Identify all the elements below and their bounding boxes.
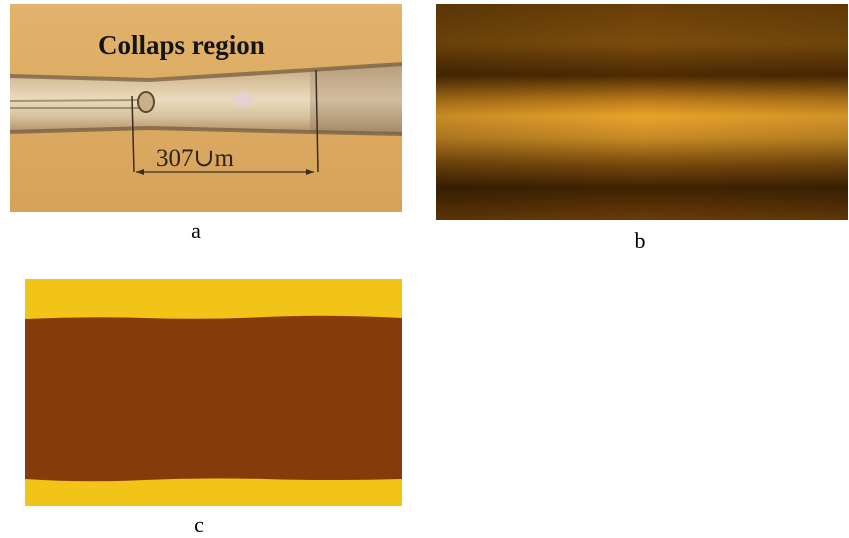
fiber-bottom-edge [10, 125, 402, 136]
collapse-end-spot [233, 92, 253, 108]
core-line-top [10, 99, 141, 102]
panel-b-image [436, 4, 848, 220]
panel-c-core [25, 315, 402, 482]
scale-arrow-left [136, 169, 144, 175]
panel-a-svg: Collaps region 307∪m [10, 4, 402, 212]
panel-c-core-shade [25, 319, 402, 479]
fiber-body [10, 64, 402, 134]
panel-c-caption: c [194, 512, 204, 537]
scale-right-tick [315, 69, 319, 173]
panel-c-svg [25, 279, 402, 506]
panel-b-svg [436, 4, 848, 220]
panel-b-shade [436, 4, 848, 220]
panel-a-title: Collaps region [98, 30, 265, 60]
fiber-top-edge [10, 62, 402, 83]
panel-c-image [25, 279, 402, 506]
scale-left-tick [131, 95, 135, 173]
panel-a-scale-label: 307∪m [156, 145, 234, 172]
panel-a-caption: a [191, 218, 201, 243]
panel-b-caption: b [634, 228, 646, 253]
panel-a-image: Collaps region 307∪m [10, 4, 402, 212]
scale-arrow-right [306, 169, 314, 175]
collapse-start-bulb [137, 91, 155, 113]
fiber-right-section [310, 64, 402, 134]
